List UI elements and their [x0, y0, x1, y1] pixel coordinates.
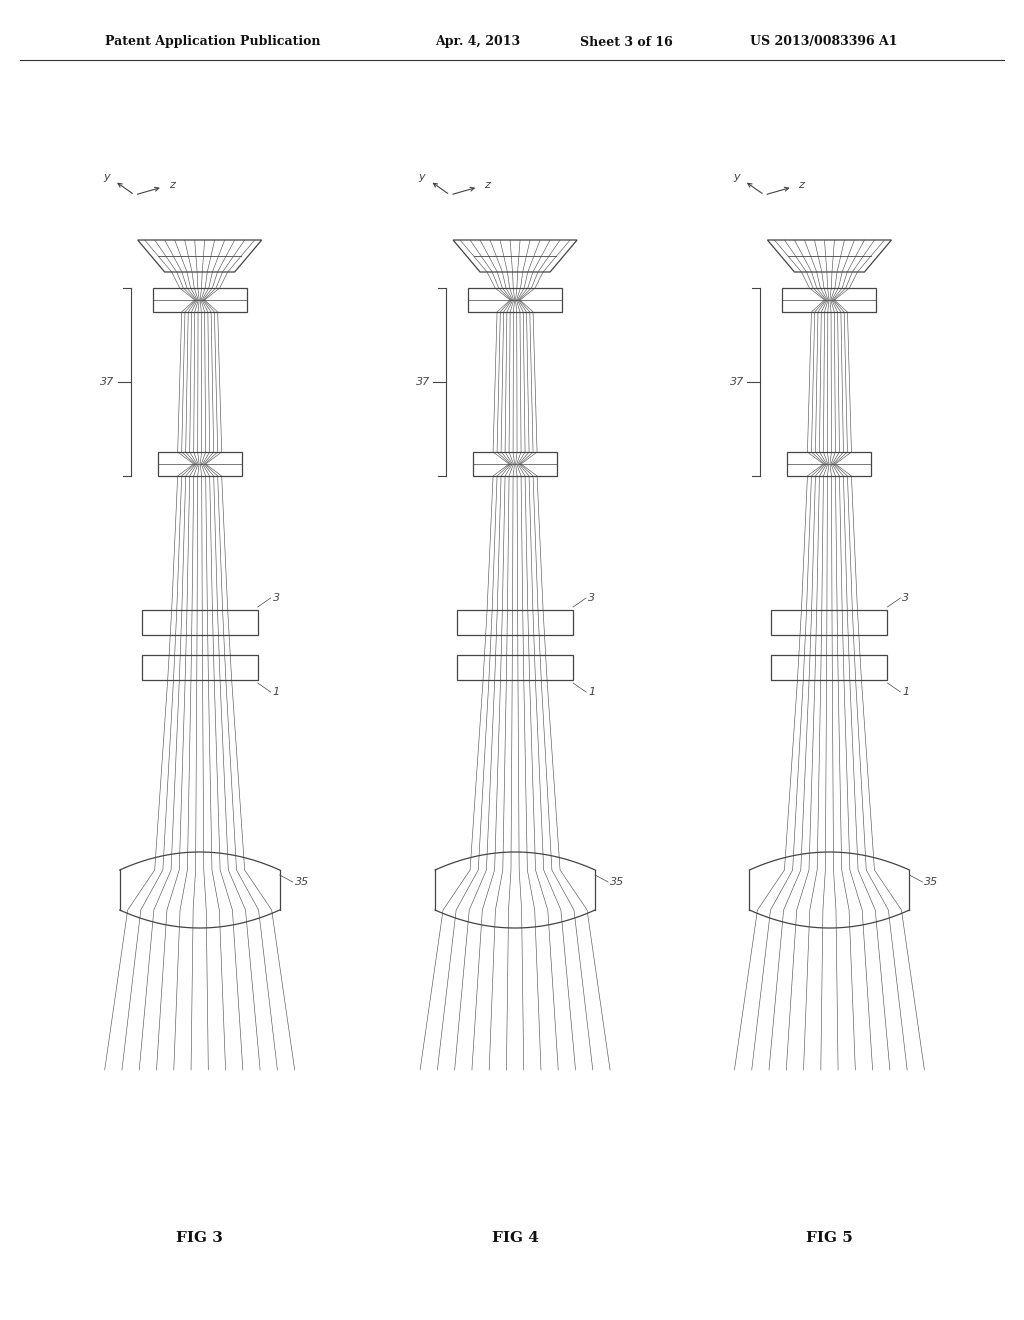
Text: 3: 3	[902, 593, 909, 603]
Text: FIG 3: FIG 3	[176, 1232, 223, 1245]
Text: Apr. 4, 2013: Apr. 4, 2013	[435, 36, 520, 49]
Text: 37: 37	[416, 378, 430, 387]
Text: z: z	[799, 180, 804, 190]
Text: FIG 5: FIG 5	[806, 1232, 853, 1245]
Text: 35: 35	[295, 876, 309, 887]
Text: Sheet 3 of 16: Sheet 3 of 16	[580, 36, 673, 49]
Text: Patent Application Publication: Patent Application Publication	[105, 36, 321, 49]
Text: US 2013/0083396 A1: US 2013/0083396 A1	[750, 36, 897, 49]
Text: 35: 35	[925, 876, 939, 887]
Text: z: z	[484, 180, 489, 190]
Text: y: y	[103, 172, 110, 182]
Text: y: y	[419, 172, 425, 182]
Text: 3: 3	[588, 593, 595, 603]
Text: FIG 4: FIG 4	[492, 1232, 539, 1245]
Text: 1: 1	[588, 686, 595, 697]
Text: z: z	[169, 180, 174, 190]
Text: 3: 3	[272, 593, 280, 603]
Text: y: y	[733, 172, 739, 182]
Text: 1: 1	[902, 686, 909, 697]
Text: 37: 37	[730, 378, 744, 387]
Text: 1: 1	[272, 686, 280, 697]
Text: 37: 37	[100, 378, 115, 387]
Text: 35: 35	[610, 876, 625, 887]
